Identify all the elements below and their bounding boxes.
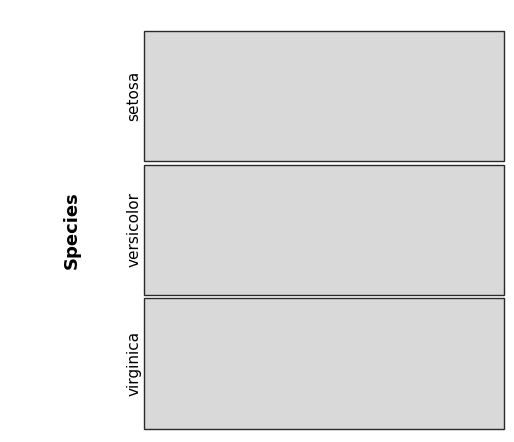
Bar [144,31,504,161]
Text: virginica: virginica [126,331,141,396]
Bar [144,298,504,429]
Text: setosa: setosa [126,71,141,121]
Text: Species: Species [63,191,81,269]
Bar [144,165,504,295]
Text: versicolor: versicolor [126,192,141,267]
